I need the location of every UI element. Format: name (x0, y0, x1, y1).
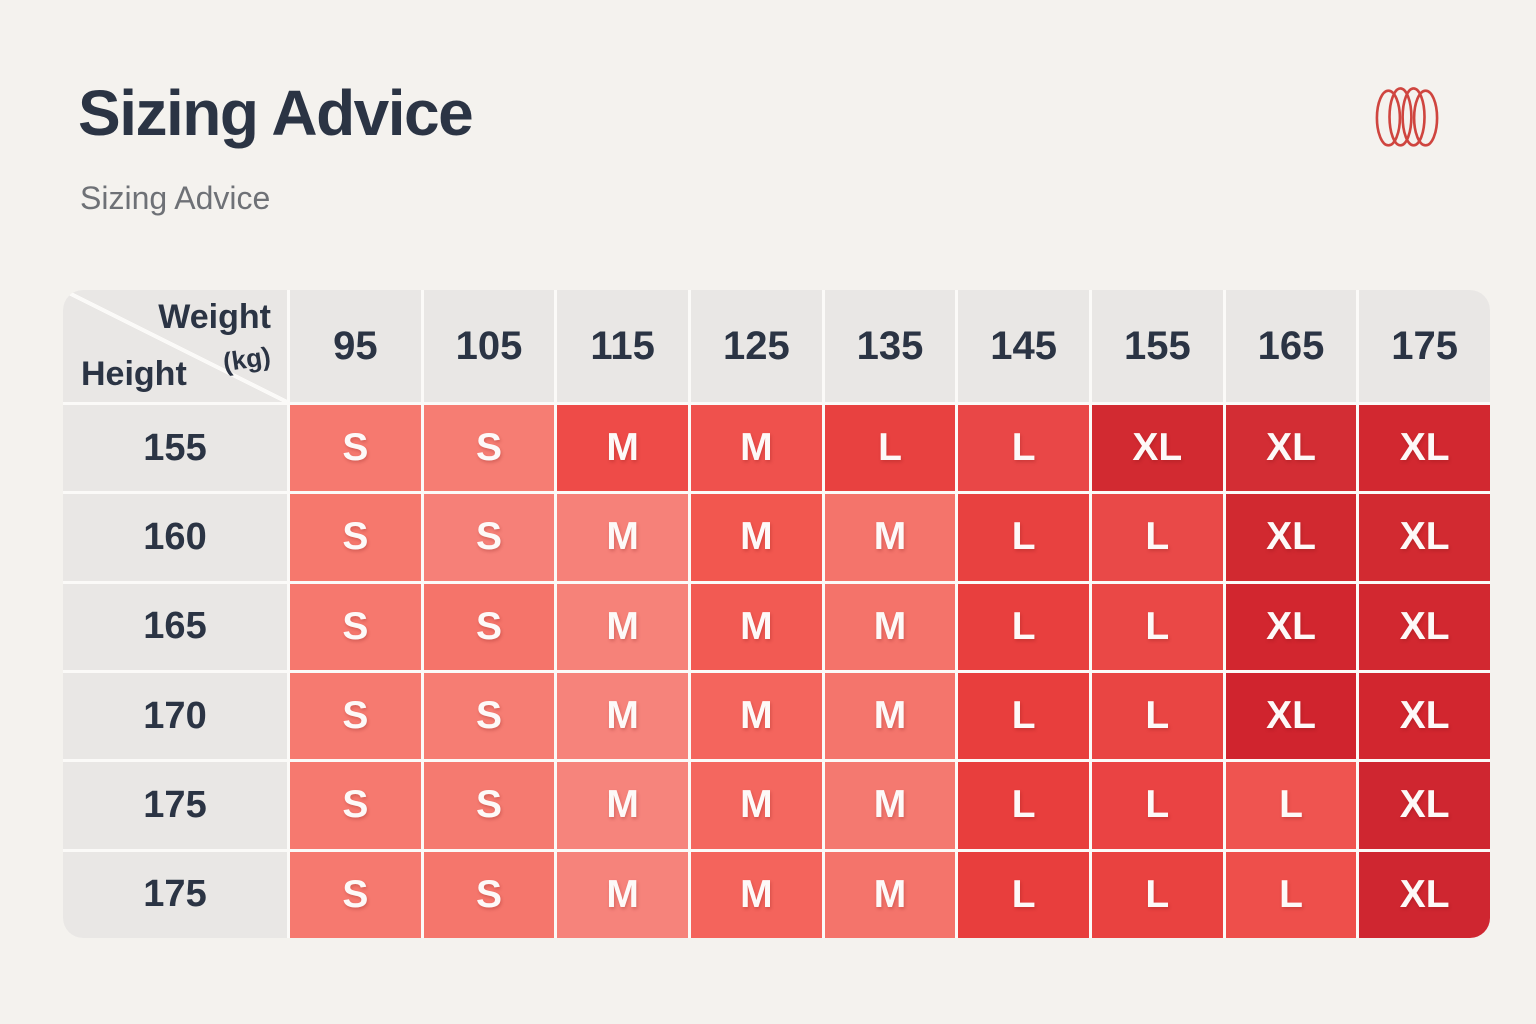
size-cell: L (1092, 851, 1223, 938)
size-cell: S (423, 583, 555, 670)
weight-header-95: 95 (290, 290, 421, 402)
size-cell: S (290, 673, 421, 760)
weight-header-115: 115 (557, 290, 688, 402)
size-cell: L (1092, 494, 1223, 581)
height-label-row-6: 175 (63, 851, 287, 938)
size-cell: M (691, 583, 822, 670)
size-cell: M (691, 762, 822, 849)
height-label-row-3: 165 (63, 583, 287, 670)
size-cell: XL (1225, 583, 1357, 670)
size-cell: S (423, 762, 555, 849)
size-cell: M (824, 583, 956, 670)
size-cell: XL (1359, 583, 1490, 670)
size-cell: L (1092, 762, 1223, 849)
height-label-row-5: 175 (63, 762, 287, 849)
size-cell: S (423, 851, 555, 938)
size-cell: XL (1225, 494, 1357, 581)
size-cell: M (557, 494, 688, 581)
size-cell: L (824, 405, 956, 492)
height-label-row-2: 160 (63, 494, 287, 581)
overlapping-rings-logo-icon (1375, 87, 1439, 147)
size-cell: XL (1359, 673, 1490, 760)
weight-header-125: 125 (691, 290, 822, 402)
size-cell: M (824, 762, 956, 849)
page-title: Sizing Advice (78, 77, 474, 149)
size-cell: XL (1359, 762, 1490, 849)
size-cell: M (691, 405, 822, 492)
size-cell: M (557, 673, 688, 760)
size-cell: L (958, 405, 1089, 492)
size-cell: XL (1225, 673, 1357, 760)
size-cell: XL (1359, 851, 1490, 938)
size-cell: L (1092, 673, 1223, 760)
size-cell: L (958, 851, 1089, 938)
weight-header-165: 165 (1225, 290, 1357, 402)
size-cell: M (557, 762, 688, 849)
size-cell: M (824, 673, 956, 760)
weight-header-105: 105 (423, 290, 555, 402)
page-subtitle: Sizing Advice (80, 180, 271, 216)
size-cell: M (824, 851, 956, 938)
size-cell: M (557, 583, 688, 670)
size-cell: XL (1359, 405, 1490, 492)
size-cell: L (1225, 851, 1357, 938)
size-cell: L (958, 673, 1089, 760)
height-axis-label: Height (81, 355, 187, 393)
size-cell: M (691, 494, 822, 581)
size-cell: S (290, 762, 421, 849)
size-cell: M (691, 673, 822, 760)
size-cell: S (423, 494, 555, 581)
size-cell: M (824, 494, 956, 581)
weight-header-135: 135 (824, 290, 956, 402)
size-cell: XL (1225, 405, 1357, 492)
size-cell: S (290, 494, 421, 581)
size-cell: L (1092, 583, 1223, 670)
size-cell: S (423, 405, 555, 492)
weight-header-155: 155 (1092, 290, 1223, 402)
weight-header-145: 145 (958, 290, 1089, 402)
size-cell: M (691, 851, 822, 938)
size-cell: L (1225, 762, 1357, 849)
height-label-row-4: 170 (63, 673, 287, 760)
weight-unit-label: (kg) (221, 340, 273, 378)
size-cell: XL (1359, 494, 1490, 581)
size-cell: S (290, 583, 421, 670)
size-cell: L (958, 494, 1089, 581)
size-cell: S (423, 673, 555, 760)
sizing-table: Weight (kg) Height 95 105 115 125 135 145 155 1… (63, 290, 1490, 938)
size-cell: L (958, 583, 1089, 670)
height-label-row-1: 155 (63, 405, 287, 492)
size-cell: S (290, 851, 421, 938)
weight-header-175: 175 (1359, 290, 1490, 402)
weight-axis-label: Weight (158, 298, 271, 336)
size-cell: M (557, 851, 688, 938)
size-cell: XL (1092, 405, 1223, 492)
size-cell: S (290, 405, 421, 492)
size-cell: L (958, 762, 1089, 849)
table-corner-cell: Weight (kg) Height (63, 290, 287, 402)
size-cell: M (557, 405, 688, 492)
